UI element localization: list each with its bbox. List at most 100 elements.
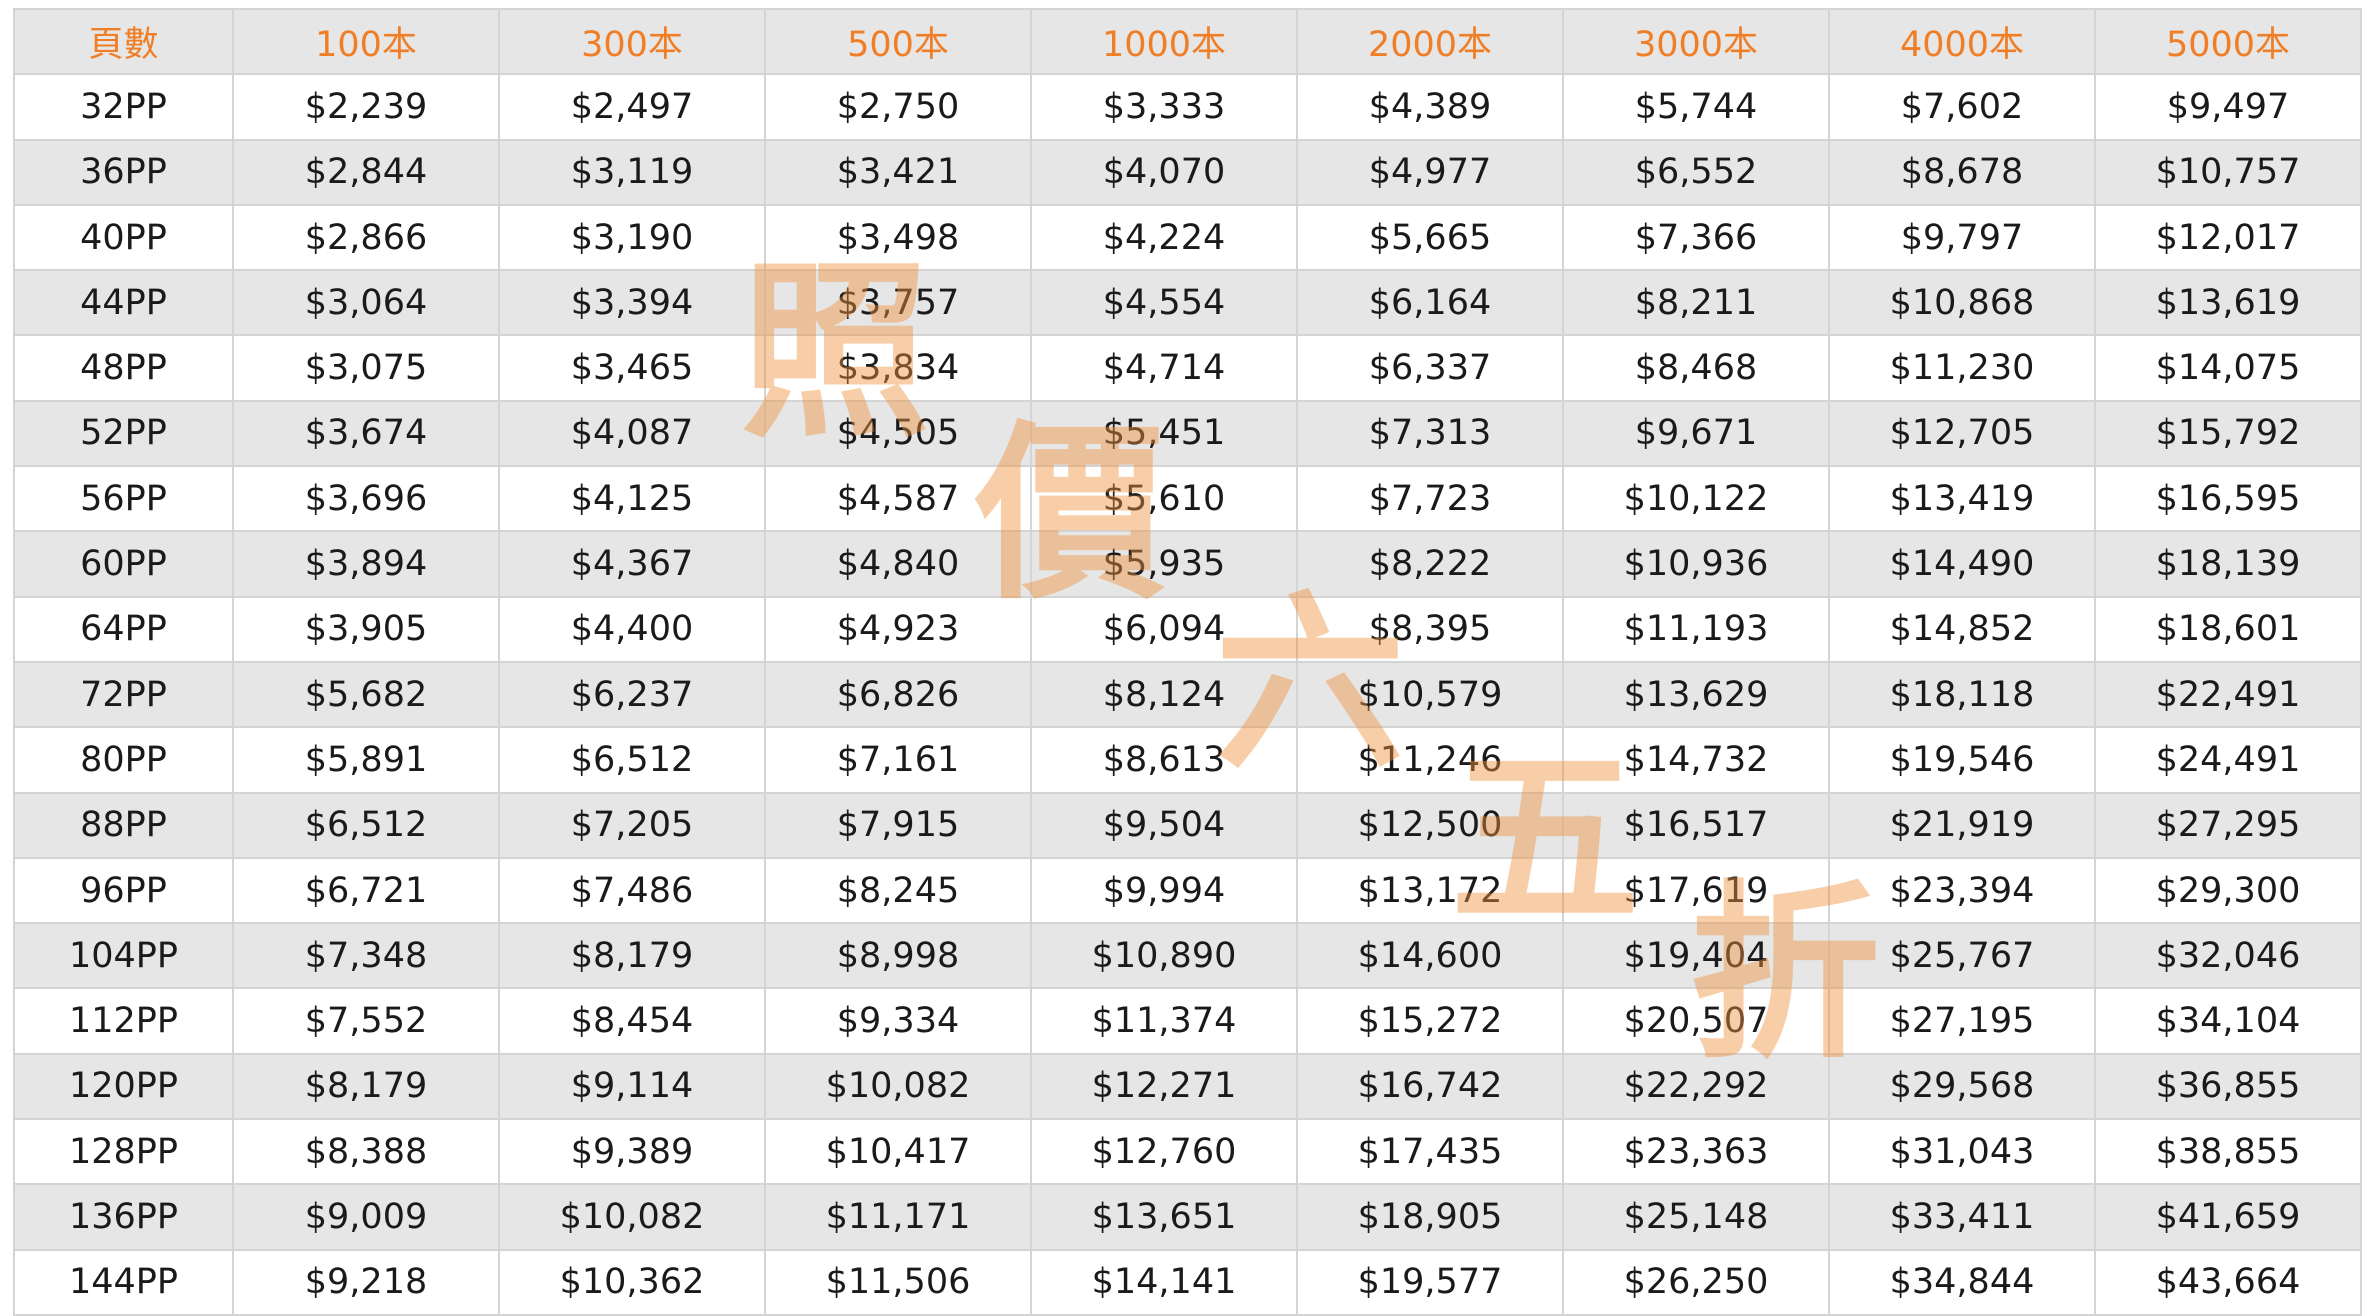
price-cell: $8,454: [498, 987, 766, 1055]
price-cell: $3,674: [232, 399, 500, 468]
price-cell: $5,744: [1562, 73, 1830, 141]
price-cell: $4,389: [1296, 73, 1564, 141]
price-cell: $5,891: [232, 726, 500, 794]
price-cell: $14,490: [1828, 530, 2096, 598]
price-cell: $8,245: [764, 856, 1032, 925]
price-cell: $12,705: [1828, 399, 2096, 468]
price-cell: $7,366: [1562, 203, 1830, 272]
price-cell: $9,009: [232, 1183, 500, 1251]
price-cell: $41,659: [2094, 1183, 2362, 1251]
table-row: 52PP $3,674 $4,087 $4,505 $5,451 $7,313 $9,671…: [13, 399, 2362, 468]
price-cell: $16,517: [1562, 791, 1830, 859]
price-cell: $2,866: [232, 203, 500, 272]
price-cell: $36,855: [2094, 1052, 2362, 1121]
header-pages: 頁數: [13, 7, 234, 76]
price-cell: $15,272: [1296, 987, 1564, 1055]
price-cell: $8,179: [232, 1052, 500, 1121]
header-quantity: 100本: [232, 7, 500, 76]
page-count-cell: 44PP: [13, 269, 234, 337]
price-cell: $9,497: [2094, 73, 2362, 141]
page-count-cell: 64PP: [13, 595, 234, 663]
price-cell: $6,512: [498, 726, 766, 794]
price-cell: $2,239: [232, 73, 500, 141]
price-cell: $3,119: [498, 138, 766, 206]
price-cell: $7,552: [232, 987, 500, 1055]
price-cell: $8,222: [1296, 530, 1564, 598]
price-cell: $4,587: [764, 465, 1032, 533]
price-cell: $4,224: [1030, 203, 1298, 272]
price-cell: $9,218: [232, 1248, 500, 1316]
price-cell: $4,554: [1030, 269, 1298, 337]
page-count-cell: 80PP: [13, 726, 234, 794]
price-cell: $10,868: [1828, 269, 2096, 337]
price-cell: $6,721: [232, 856, 500, 925]
price-cell: $29,300: [2094, 856, 2362, 925]
price-cell: $27,295: [2094, 791, 2362, 859]
price-cell: $12,271: [1030, 1052, 1298, 1121]
price-cell: $9,797: [1828, 203, 2096, 272]
page-count-cell: 40PP: [13, 203, 234, 272]
price-cell: $4,714: [1030, 334, 1298, 402]
header-quantity: 1000本: [1030, 7, 1298, 76]
price-cell: $43,664: [2094, 1248, 2362, 1316]
price-cell: $34,104: [2094, 987, 2362, 1055]
table-row: 96PP $6,721 $7,486 $8,245 $9,994 $13,172 $17,6…: [13, 856, 2362, 925]
price-cell: $13,651: [1030, 1183, 1298, 1251]
price-cell: $4,400: [498, 595, 766, 663]
page-count-cell: 144PP: [13, 1248, 234, 1316]
price-cell: $7,602: [1828, 73, 2096, 141]
page-count-cell: 88PP: [13, 791, 234, 859]
table-header: 頁數 100本 300本 500本 1000本 2000本 3000本 4000本 5000本: [13, 7, 2362, 76]
page-count-cell: 72PP: [13, 660, 234, 729]
price-cell: $18,905: [1296, 1183, 1564, 1251]
price-cell: $9,334: [764, 987, 1032, 1055]
price-cell: $8,179: [498, 922, 766, 990]
price-cell: $9,114: [498, 1052, 766, 1121]
price-cell: $11,506: [764, 1248, 1032, 1316]
price-cell: $2,750: [764, 73, 1032, 141]
price-cell: $23,363: [1562, 1118, 1830, 1186]
price-cell: $9,389: [498, 1118, 766, 1186]
table-row: 48PP $3,075 $3,465 $3,834 $4,714 $6,337 $8,468…: [13, 334, 2362, 402]
price-cell: $7,313: [1296, 399, 1564, 468]
price-cell: $8,468: [1562, 334, 1830, 402]
price-cell: $5,935: [1030, 530, 1298, 598]
header-quantity: 4000本: [1828, 7, 2096, 76]
price-cell: $10,936: [1562, 530, 1830, 598]
price-cell: $24,491: [2094, 726, 2362, 794]
price-cell: $14,141: [1030, 1248, 1298, 1316]
price-cell: $19,404: [1562, 922, 1830, 990]
table-row: 32PP $2,239 $2,497 $2,750 $3,333 $4,389 $5,744…: [13, 73, 2362, 141]
price-cell: $11,171: [764, 1183, 1032, 1251]
price-cell: $4,923: [764, 595, 1032, 663]
price-cell: $6,337: [1296, 334, 1564, 402]
price-cell: $3,190: [498, 203, 766, 272]
page-count-cell: 96PP: [13, 856, 234, 925]
price-cell: $38,855: [2094, 1118, 2362, 1186]
price-cell: $14,852: [1828, 595, 2096, 663]
price-cell: $6,237: [498, 660, 766, 729]
price-cell: $8,388: [232, 1118, 500, 1186]
price-cell: $3,421: [764, 138, 1032, 206]
table-row: 112PP $7,552 $8,454 $9,334 $11,374 $15,272 $20…: [13, 987, 2362, 1055]
price-cell: $19,546: [1828, 726, 2096, 794]
table-row: 44PP $3,064 $3,394 $3,757 $4,554 $6,164 $8,211…: [13, 269, 2362, 337]
price-table: 頁數 100本 300本 500本 1000本 2000本 3000本 4000本 5000本 …: [13, 7, 2362, 1316]
price-cell: $4,367: [498, 530, 766, 598]
page-count-cell: 136PP: [13, 1183, 234, 1251]
price-cell: $7,723: [1296, 465, 1564, 533]
price-cell: $5,610: [1030, 465, 1298, 533]
table-row: 40PP $2,866 $3,190 $3,498 $4,224 $5,665 $7,366…: [13, 203, 2362, 272]
price-cell: $17,619: [1562, 856, 1830, 925]
page-count-cell: 60PP: [13, 530, 234, 598]
price-cell: $5,665: [1296, 203, 1564, 272]
price-cell: $3,075: [232, 334, 500, 402]
price-cell: $7,486: [498, 856, 766, 925]
price-cell: $16,742: [1296, 1052, 1564, 1121]
header-quantity: 500本: [764, 7, 1032, 76]
price-cell: $7,348: [232, 922, 500, 990]
price-cell: $8,124: [1030, 660, 1298, 729]
price-cell: $8,395: [1296, 595, 1564, 663]
price-cell: $13,419: [1828, 465, 2096, 533]
table-row: 128PP $8,388 $9,389 $10,417 $12,760 $17,435 $2…: [13, 1118, 2362, 1186]
